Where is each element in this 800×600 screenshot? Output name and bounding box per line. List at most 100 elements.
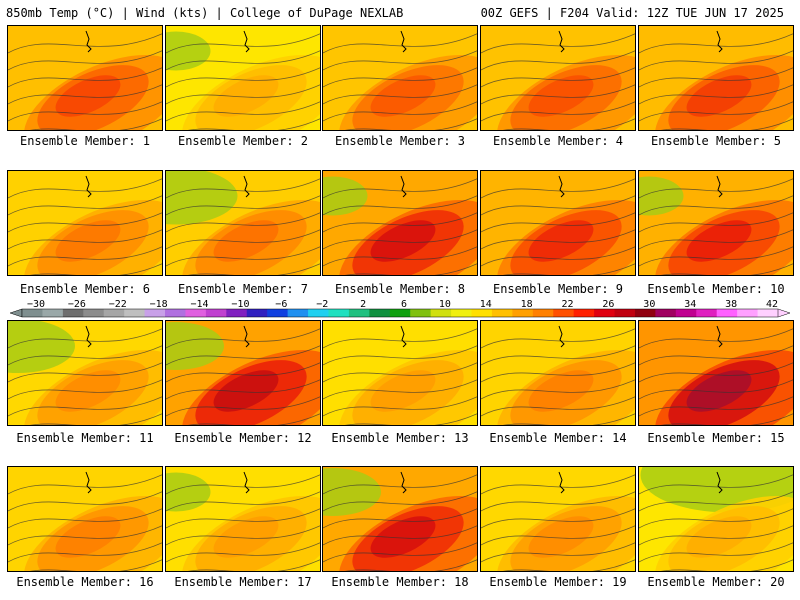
height-contour [323,508,477,529]
colorbar-tick-label: 38 [725,299,737,310]
colorbar-swatch [512,309,534,317]
height-contour [639,396,793,417]
colorbar-swatch [328,309,350,317]
temperature-field [639,321,793,425]
ensemble-panel-19 [480,466,636,572]
model-run-info: 00Z GEFS | F204 Valid: 12Z TUE JUN 17 20… [480,6,784,20]
coastline [400,175,407,198]
height-contour [166,178,320,199]
height-contour [8,101,162,122]
height-contour [481,84,635,105]
height-contour [166,212,320,233]
height-contour [187,263,320,275]
height-contour [639,525,793,546]
colorbar-swatch [573,309,595,317]
colorbar-swatch [675,309,697,317]
height-contour [323,101,477,122]
coastline [558,30,565,53]
ensemble-member-label: Ensemble Member: 10 [647,282,785,296]
height-contour [481,33,635,54]
ensemble-panel-14 [480,320,636,426]
colorbar-tick-label: −14 [191,299,209,310]
ensemble-panel-18 [322,466,478,572]
ensemble-panel-7 [165,170,321,276]
height-contour [187,118,320,130]
ensemble-member-label: Ensemble Member: 4 [492,134,624,148]
coastline [558,471,565,494]
height-contour [166,67,320,88]
colorbar-arrow-right [777,308,791,318]
colorbar-tick-label: −6 [275,299,287,310]
ensemble-panel-4 [480,25,636,131]
height-contour [8,246,162,267]
height-contour [481,525,635,546]
coastline [716,325,723,348]
coastline [85,175,92,198]
colorbar-swatch [553,309,575,317]
coastline [716,471,723,494]
ensemble-member-label: Ensemble Member: 17 [174,575,312,589]
temperature-colorbar: −30 −26 −22 −18 −14 −10 −6 −2 2 6 10 14 18 22 26 30 34 38… [9,299,791,318]
temperature-field [323,26,477,130]
temperature-field [166,321,320,425]
ensemble-member-label: Ensemble Member: 13 [331,431,469,445]
height-contour [323,33,477,54]
height-contour [481,229,635,250]
height-contour [8,525,162,546]
ensemble-panel-15 [638,320,794,426]
temperature-field [323,467,477,571]
height-contour [8,50,162,71]
ensemble-panel-5 [638,25,794,131]
height-contour [481,101,635,122]
ensemble-panel-20 [638,466,794,572]
height-contour [639,50,793,71]
colorbar-tick-label: 2 [360,299,366,310]
height-contour [29,559,162,571]
colorbar-tick-label: 22 [562,299,574,310]
height-contour [660,559,793,571]
coastline [85,325,92,348]
height-contour [660,118,793,130]
height-contour [8,474,162,495]
height-contour [323,212,477,233]
colorbar-swatch [532,309,554,317]
temperature-field [8,171,162,275]
height-contour [639,101,793,122]
height-contour [166,84,320,105]
coastline [85,30,92,53]
height-contour [481,212,635,233]
height-contour [639,474,793,495]
height-contour [660,413,793,425]
height-contour [502,559,635,571]
colorbar-swatch [594,309,616,317]
height-contour [8,345,162,366]
colorbar-swatch [185,309,207,317]
height-contour [323,345,477,366]
height-contour [639,33,793,54]
height-contour [166,525,320,546]
height-contour [344,263,477,275]
map-title: 850mb Temp (°C) | Wind (kts) | College o… [6,6,404,20]
ensemble-panel-11 [7,320,163,426]
height-contour [481,246,635,267]
colorbar-swatch [757,309,779,317]
colorbar-swatch [369,309,391,317]
colorbar-tick-label: −30 [27,299,45,310]
height-contour [166,379,320,400]
height-contour [166,345,320,366]
height-contour [323,246,477,267]
height-contour [29,263,162,275]
colorbar-swatch [737,309,759,317]
height-contour [502,263,635,275]
height-contour [481,328,635,349]
height-contour [481,396,635,417]
height-contour [8,542,162,563]
colorbar-swatch [451,309,473,317]
height-contour [481,67,635,88]
colorbar-tick-label: 26 [602,299,614,310]
colorbar-swatch [634,309,656,317]
height-contour [323,396,477,417]
colorbar-tick-label: −10 [231,299,249,310]
colorbar-swatch [348,309,370,317]
colorbar-tick-label: 18 [521,299,533,310]
